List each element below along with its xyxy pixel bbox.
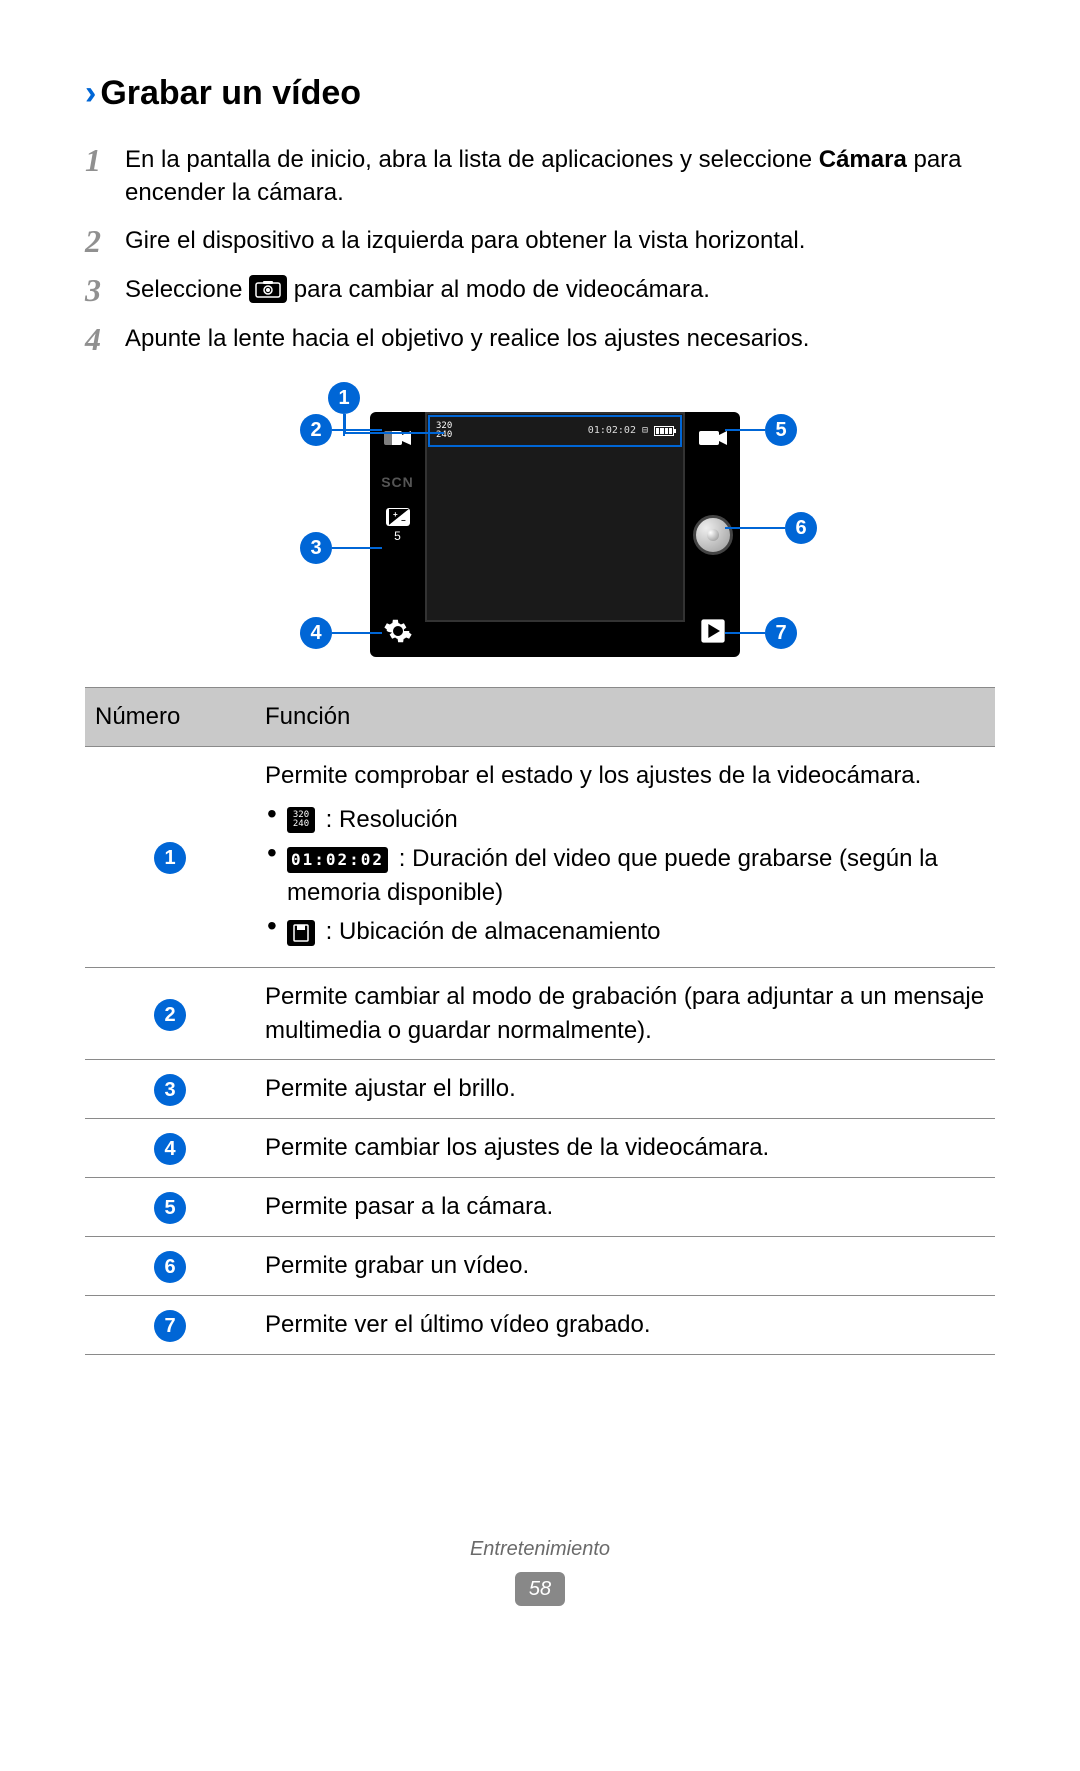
status-bar: 320 240 01:02:02 ⊟ [428,415,682,447]
step-text: Seleccione para cambiar al modo de video… [125,273,995,308]
table-row: 1 Permite comprobar el estado y los ajus… [85,746,995,967]
chevron-icon: › [85,74,96,112]
callout-7: 7 [725,617,797,649]
callout-3: 3 [300,532,382,564]
step-text: En la pantalla de inicio, abra la lista … [125,143,995,210]
exposure-value: 5 [394,528,401,545]
bullet-resolution: 320240 : Resolución [265,803,985,837]
row-text: Permite comprobar el estado y los ajuste… [265,759,985,793]
section-title: ›Grabar un vídeo [85,70,995,118]
step-3: 3 Seleccione para cambiar al modo de vid… [85,273,995,308]
step-2: 2 Gire el dispositivo a la izquierda par… [85,224,995,259]
svg-text:+: + [393,510,398,519]
function-table: Número Función 1 Permite comprobar el es… [85,687,995,1355]
step-text: Apunte la lente hacia el objetivo y real… [125,322,995,357]
bullet-duration: 01:02:02 : Duración del video que puede … [265,842,985,909]
settings-gear-icon [380,613,416,649]
steps-list: 1 En la pantalla de inicio, abra la list… [85,143,995,358]
row-text: Permite ajustar el brillo. [255,1060,995,1119]
row-text: Permite grabar un vídeo. [255,1237,995,1296]
row-badge: 5 [154,1192,186,1224]
bullet-storage: : Ubicación de almacenamiento [265,915,985,949]
camcorder-diagram: 320 240 01:02:02 ⊟ SCN +− 5 [85,382,995,662]
row-badge: 2 [154,999,186,1031]
callout-5: 5 [725,414,797,446]
row-badge: 3 [154,1074,186,1106]
step-4: 4 Apunte la lente hacia el objetivo y re… [85,322,995,357]
step-number: 3 [85,273,125,308]
duration-badge-icon: 01:02:02 [287,847,388,873]
table-row: 2 Permite cambiar al modo de grabación (… [85,967,995,1059]
header-function: Función [255,688,995,747]
step-1: 1 En la pantalla de inicio, abra la list… [85,143,995,210]
device-frame: 320 240 01:02:02 ⊟ SCN +− 5 [370,412,740,657]
table-header-row: Número Función [85,688,995,747]
footer-section-name: Entretenimiento [85,1535,995,1563]
svg-text:−: − [401,516,406,525]
step-number: 4 [85,322,125,357]
row-text: Permite cambiar los ajustes de la videoc… [255,1119,995,1178]
row-badge: 1 [154,842,186,874]
storage-badge-icon [287,920,315,946]
header-number: Número [85,688,255,747]
table-row: 4 Permite cambiar los ajustes de la vide… [85,1119,995,1178]
table-row: 3 Permite ajustar el brillo. [85,1060,995,1119]
table-row: 6 Permite grabar un vídeo. [85,1237,995,1296]
row-text: Permite ver el último vídeo grabado. [255,1296,995,1355]
row-badge: 6 [154,1251,186,1283]
row-badge: 7 [154,1310,186,1342]
exposure-icon: +− 5 [380,508,416,544]
step-number: 2 [85,224,125,259]
row-text: Permite pasar a la cámara. [255,1178,995,1237]
camera-mode-icon [249,275,287,303]
callout-2: 2 [300,414,382,446]
table-row: 5 Permite pasar a la cámara. [85,1178,995,1237]
page-footer: Entretenimiento 58 [85,1535,995,1606]
step-number: 1 [85,143,125,210]
row-bullets: 320240 : Resolución 01:02:02 : Duración … [265,803,985,949]
scene-mode-icon: SCN [380,464,416,500]
table-row: 7 Permite ver el último vídeo grabado. [85,1296,995,1355]
page-number: 58 [515,1572,565,1606]
resolution-badge-icon: 320240 [287,807,315,833]
section-title-text: Grabar un vídeo [100,74,361,112]
row-text: Permite cambiar al modo de grabación (pa… [255,967,995,1059]
storage-icon: ⊟ [642,424,648,438]
callout-6: 6 [725,512,817,544]
callout-4: 4 [300,617,382,649]
step-text: Gire el dispositivo a la izquierda para … [125,224,995,259]
row-badge: 4 [154,1133,186,1165]
time-remaining: 01:02:02 [588,424,636,438]
battery-icon [654,426,674,436]
